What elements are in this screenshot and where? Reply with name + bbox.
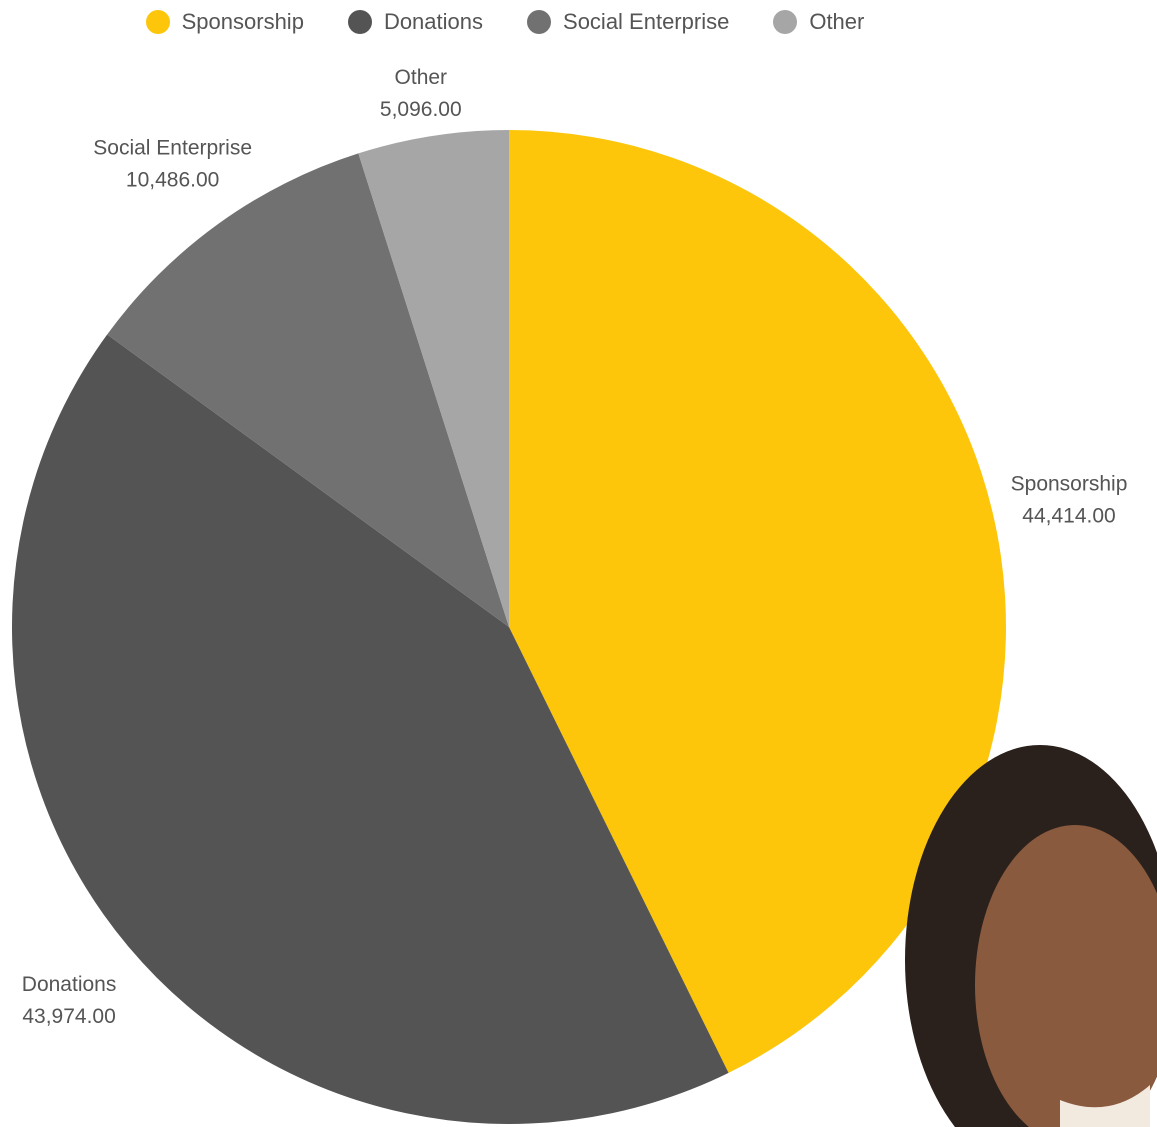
legend-item: Sponsorship: [145, 6, 304, 38]
legend-marker: [347, 10, 372, 34]
legend-item: Donations: [347, 6, 484, 38]
value-label: 43,974.00: [22, 1005, 115, 1028]
value-label: 5,096.00: [380, 98, 462, 121]
legend-label: Donations: [383, 9, 484, 34]
legend-item: Social Enterprise: [527, 6, 729, 38]
pie-slice: [358, 130, 509, 627]
legend-item: Other: [773, 6, 864, 38]
legend-label: Social Enterprise: [563, 9, 730, 34]
legend-marker: [773, 10, 798, 34]
legend-label: Sponsorship: [181, 9, 304, 34]
pie-slice: [107, 153, 510, 628]
photo: [905, 745, 1157, 1127]
pie-slice: [509, 130, 1006, 1073]
legend-marker: [527, 10, 552, 34]
slice-label: Donations: [22, 973, 117, 996]
legend-marker: [145, 10, 170, 34]
pie-slice: [12, 334, 729, 1124]
value-label: 10,486.00: [126, 169, 219, 192]
value-label: 44,414.00: [1022, 505, 1115, 528]
slice-label: Other: [395, 66, 448, 89]
slice-label: Social Enterprise: [93, 137, 252, 160]
legend: Sponsorship Donations Social Enterprise Oth…: [0, 6, 1010, 38]
slice-label: Sponsorship: [1011, 473, 1128, 496]
legend-label: Other: [809, 9, 865, 34]
